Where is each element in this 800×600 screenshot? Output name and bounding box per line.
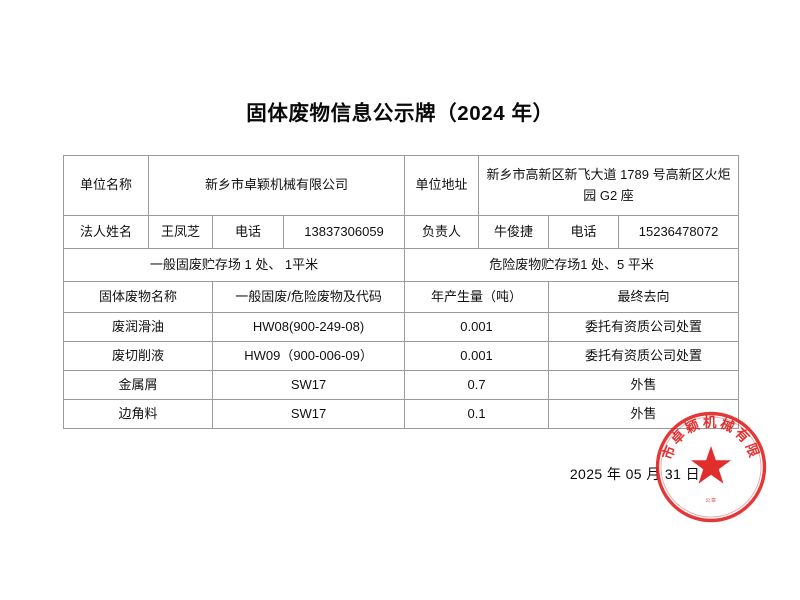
cell-destination: 外售 (548, 399, 740, 429)
cell-waste-name: 金属屑 (63, 370, 213, 400)
cell-annual-amount: 0.7 (404, 370, 550, 400)
general-waste-storage: 一般固废贮存场 1 处、 1平米 (62, 248, 406, 282)
legal-person-value: 王凤芝 (148, 215, 213, 249)
manager-label: 负责人 (404, 215, 480, 249)
header-destination: 最终去向 (548, 281, 740, 313)
cell-destination: 委托有资质公司处置 (548, 341, 740, 371)
header-waste-code: 一般固废/危险废物及代码 (211, 281, 406, 313)
cell-waste-name: 废切削液 (63, 341, 213, 371)
manager-value: 牛俊捷 (478, 215, 550, 249)
unit-address-label: 单位地址 (404, 155, 480, 216)
cell-destination: 委托有资质公司处置 (548, 312, 740, 342)
table-row: 边角料 SW17 0.1 外售 (63, 399, 740, 429)
table-row: 金属屑 SW17 0.7 外售 (63, 370, 740, 400)
legal-person-label: 法人姓名 (63, 215, 149, 249)
unit-name-label: 单位名称 (63, 155, 149, 216)
page-title: 固体废物信息公示牌（2024 年） (246, 102, 554, 125)
cell-annual-amount: 0.001 (404, 312, 550, 342)
table-row-unit: 单位名称 新乡市卓颖机械有限公司 单位地址 新乡市高新区新飞大道 1789 号高… (63, 155, 740, 216)
table-row-storage: 一般固废贮存场 1 处、 1平米 危险废物贮存场1 处、5 平米 (62, 248, 740, 282)
manager-phone-value: 15236478072 (618, 215, 740, 249)
cell-annual-amount: 0.001 (404, 341, 550, 371)
cell-waste-code: HW09（900-006-09） (211, 341, 406, 371)
header-waste-name: 固体废物名称 (63, 281, 213, 313)
cell-waste-name: 边角料 (63, 399, 213, 429)
unit-name-value: 新乡市卓颖机械有限公司 (147, 155, 406, 216)
cell-annual-amount: 0.1 (404, 399, 550, 429)
manager-phone-label: 电话 (548, 215, 620, 249)
table-row-contacts: 法人姓名 王凤芝 电话 13837306059 负责人 牛俊捷 电话 15236… (63, 215, 740, 249)
table-row: 废切削液 HW09（900-006-09） 0.001 委托有资质公司处置 (63, 341, 740, 371)
cell-waste-code: SW17 (211, 399, 406, 429)
cell-waste-code: HW08(900-249-08) (211, 312, 406, 342)
hazardous-waste-storage: 危险废物贮存场1 处、5 平米 (404, 248, 740, 282)
svg-text:公章: 公章 (705, 497, 716, 504)
unit-address-value: 新乡市高新区新飞大道 1789 号高新区火炬园 G2 座 (478, 155, 740, 216)
table-header-row: 固体废物名称 一般固废/危险废物及代码 年产生量（吨） 最终去向 (63, 281, 740, 313)
cell-waste-name: 废润滑油 (63, 312, 213, 342)
solid-waste-info-table: 单位名称 新乡市卓颖机械有限公司 单位地址 新乡市高新区新飞大道 1789 号高… (62, 155, 740, 429)
signature-date: 2025 年 05 月 31 日 (569, 466, 700, 482)
cell-destination: 外售 (548, 370, 740, 400)
table-row: 废润滑油 HW08(900-249-08) 0.001 委托有资质公司处置 (63, 312, 740, 342)
header-annual-amount: 年产生量（吨） (404, 281, 550, 313)
legal-phone-value: 13837306059 (282, 215, 406, 249)
legal-phone-label: 电话 (212, 215, 284, 249)
cell-waste-code: SW17 (211, 370, 406, 400)
